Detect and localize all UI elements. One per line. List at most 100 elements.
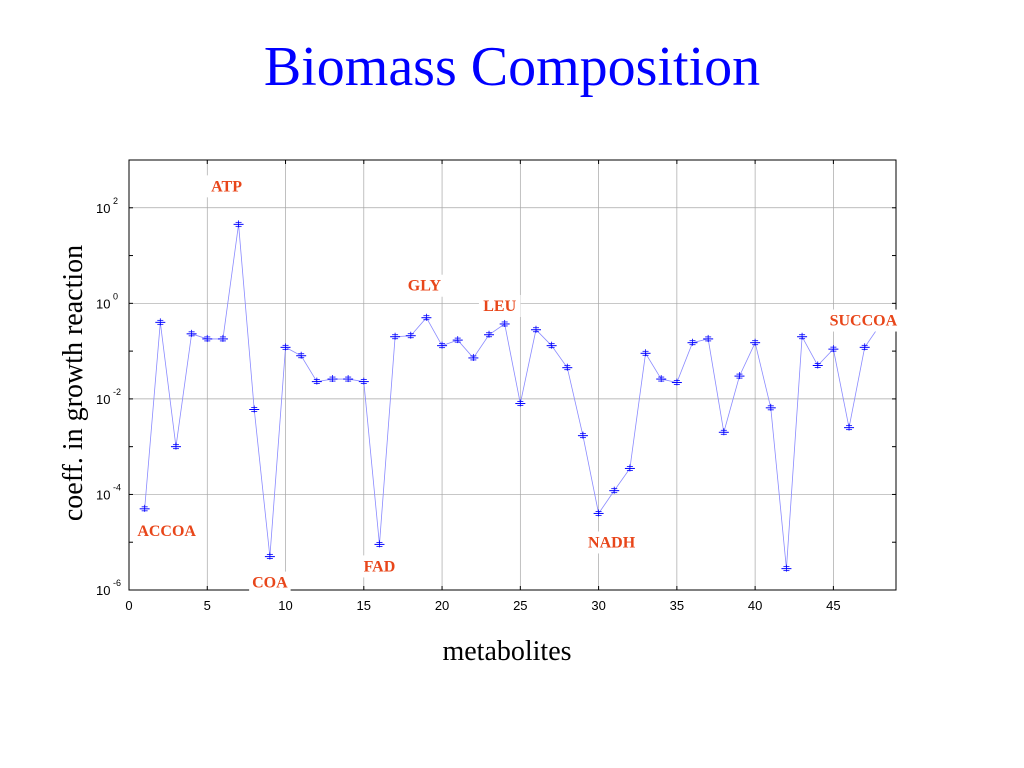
data-points: [139, 220, 886, 572]
data-point: [859, 343, 870, 351]
y-tick-label-exponent: 0: [113, 291, 118, 301]
y-tick-label-base: 10: [96, 487, 110, 502]
data-point: [530, 325, 541, 333]
y-tick-label-exponent: -2: [113, 387, 121, 397]
data-point: [217, 334, 228, 342]
x-tick-label: 45: [826, 598, 840, 613]
series-line: [144, 224, 881, 569]
data-point: [327, 375, 338, 383]
data-point: [812, 361, 823, 369]
annotation-background: [478, 294, 521, 317]
plot-frame: [128, 159, 897, 591]
annotation-background: [358, 555, 401, 578]
data-point: [296, 351, 307, 359]
annotation: LEU: [478, 294, 521, 317]
x-tick-label: 40: [748, 598, 762, 613]
x-axis-tick-labels: 0 5 10 15 20 25 30 35 40 45: [125, 598, 840, 613]
annotations: ACCOA ATP COA FAD GLY LEU NADH SUCCOA: [135, 175, 900, 594]
slide-title: Biomass Composition: [263, 36, 761, 98]
data-point: [139, 504, 150, 512]
data-point: [155, 318, 166, 326]
data-point: [233, 220, 244, 228]
annotation-label: ACCOA: [137, 523, 196, 540]
annotation-label: FAD: [364, 558, 396, 575]
data-point: [515, 399, 526, 407]
annotation-label: SUCCOA: [830, 313, 898, 330]
tick-marks: [128, 160, 896, 591]
x-tick-label: 20: [435, 598, 449, 613]
annotation-label: NADH: [588, 534, 636, 551]
data-point: [546, 341, 557, 349]
data-point: [671, 378, 682, 386]
data-point: [499, 319, 510, 327]
data-point: [311, 377, 322, 385]
data-point: [405, 331, 416, 339]
annotation-background: [585, 531, 638, 554]
data-point: [593, 509, 604, 517]
annotation-background: [135, 519, 198, 542]
y-tick-label-exponent: 2: [113, 196, 118, 206]
y-tick-label-base: 10: [96, 201, 110, 216]
annotation: FAD: [358, 555, 401, 578]
data-point: [358, 377, 369, 385]
x-tick-label: 35: [670, 598, 684, 613]
data-point: [750, 338, 761, 346]
x-axis-title: metabolites: [442, 636, 571, 667]
y-tick-label-base: 10: [96, 392, 110, 407]
x-tick-label: 15: [357, 598, 371, 613]
annotation-label: COA: [252, 575, 288, 592]
x-tick-label: 10: [278, 598, 292, 613]
y-tick-label-exponent: -4: [113, 482, 121, 492]
data-point: [797, 332, 808, 340]
data-point: [249, 405, 260, 413]
data-point: [264, 552, 275, 560]
data-point: [468, 353, 479, 361]
x-tick-label: 25: [513, 598, 527, 613]
grid: [129, 160, 896, 590]
data-point: [687, 338, 698, 346]
annotation-background: [205, 175, 248, 198]
data-point: [609, 486, 620, 494]
data-point: [734, 372, 745, 380]
annotation-background: [249, 571, 291, 594]
data-point: [765, 403, 776, 411]
data-point: [828, 345, 839, 353]
data-point: [390, 332, 401, 340]
x-tick-label: 30: [591, 598, 605, 613]
data-point: [781, 564, 792, 572]
annotation-background: [826, 309, 900, 332]
x-tick-label: 0: [125, 598, 132, 613]
annotation: COA: [249, 571, 291, 594]
annotation: GLY: [403, 274, 446, 297]
annotation: ATP: [205, 175, 248, 198]
data-point: [170, 442, 181, 450]
annotation-label: LEU: [483, 298, 516, 315]
data-point: [656, 375, 667, 383]
y-tick-label-base: 10: [96, 583, 110, 598]
data-point: [421, 313, 432, 321]
data-point: [640, 349, 651, 357]
data-point: [202, 334, 213, 342]
annotation: SUCCOA: [826, 309, 900, 332]
data-point: [186, 329, 197, 337]
data-point: [844, 423, 855, 431]
y-tick-label-exponent: -6: [113, 578, 121, 588]
data-point: [577, 431, 588, 439]
annotation-background: [403, 274, 446, 297]
annotation-label: GLY: [408, 278, 442, 295]
data-point: [374, 540, 385, 548]
data-point: [484, 330, 495, 338]
data-point: [562, 363, 573, 371]
data-point: [437, 341, 448, 349]
data-point: [280, 343, 291, 351]
data-point: [703, 334, 714, 342]
data-point: [452, 336, 463, 344]
annotation: NADH: [585, 531, 638, 554]
data-point: [718, 428, 729, 436]
y-axis-title: coeff. in growth reaction: [58, 245, 89, 521]
data-point: [624, 464, 635, 472]
y-tick-label-base: 10: [96, 296, 110, 311]
annotation: ACCOA: [135, 519, 198, 542]
